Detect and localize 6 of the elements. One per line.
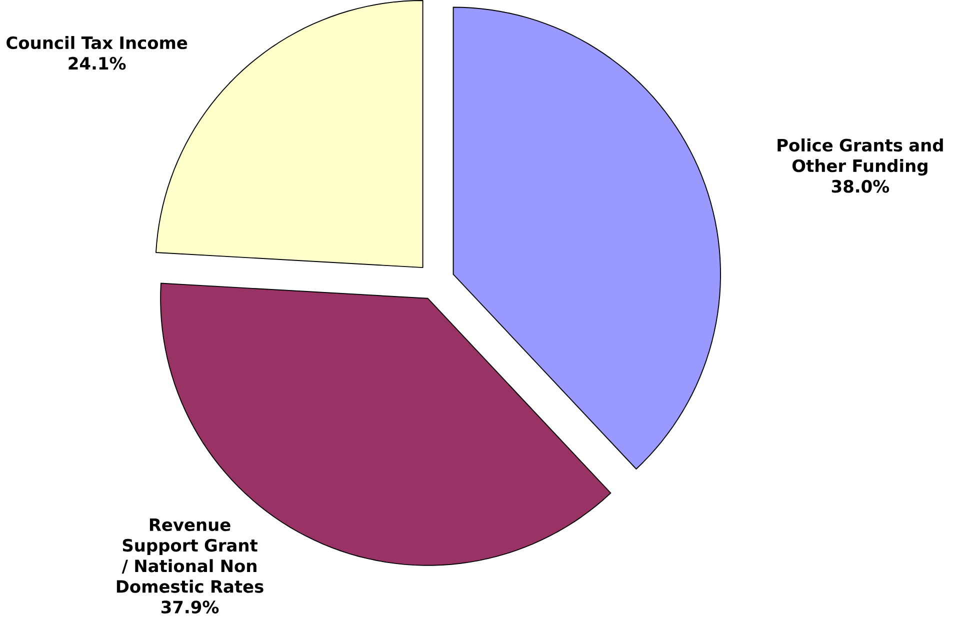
slice-label: Police Grants and Other Funding [778,138,943,176]
slice-label: Council Tax Income [6,36,188,50]
data-label: 24.1% [68,56,126,70]
data-label: 38.0% [832,180,890,193]
slice-label: Revenue Support Grant / National Non Domestic Rates [116,518,264,593]
data-label: 37.9% [161,600,219,614]
